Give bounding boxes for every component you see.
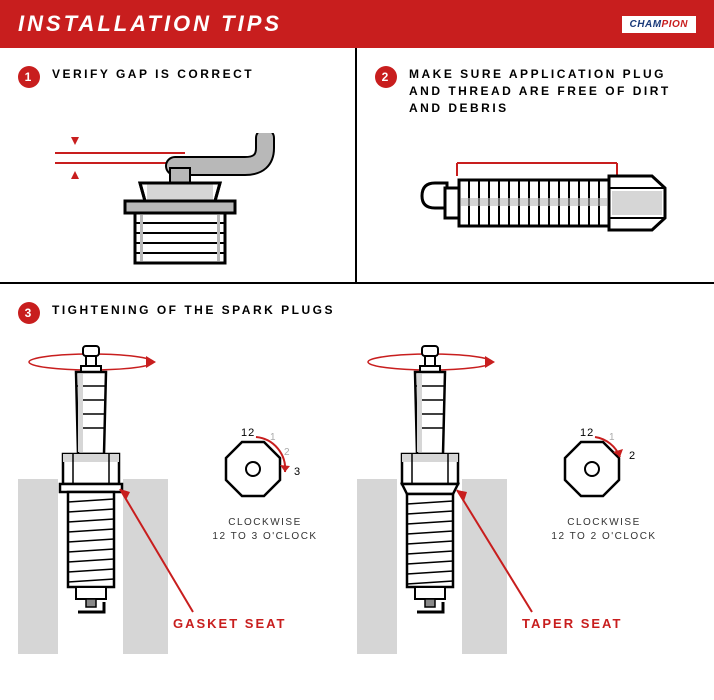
step-3-panel: 3 TIGHTENING OF THE SPARK PLUGS: [0, 284, 714, 698]
gasket-seat-column: 12 1 2 3 CLOCKWISE 12 TO 3 O'CLOCK GASKE…: [18, 344, 357, 674]
hour-1: 1: [270, 432, 276, 443]
taper-seat-label: TAPER SEAT: [522, 616, 622, 631]
champion-logo: CHAMPION: [622, 16, 696, 33]
step-2-title: MAKE SURE APPLICATION PLUG AND THREAD AR…: [409, 66, 696, 116]
hour-2: 2: [284, 447, 290, 458]
step-1-title: VERIFY GAP IS CORRECT: [52, 66, 254, 83]
page-title: INSTALLATION TIPS: [18, 11, 282, 37]
step-2-badge: 2: [375, 66, 397, 88]
clockwise-label: CLOCKWISE 12 TO 2 O'CLOCK: [549, 516, 659, 544]
gasket-seat-label: GASKET SEAT: [173, 616, 287, 631]
hour-12: 12: [241, 427, 255, 439]
hour-12: 12: [580, 427, 594, 439]
logo-text-1: CHAM: [630, 19, 662, 30]
taper-seat-column: 12 1 2 CLOCKWISE 12 TO 2 O'CLOCK TAPER S…: [357, 344, 696, 674]
step-3-badge: 3: [18, 302, 40, 324]
gap-diagram: [55, 133, 305, 273]
hour-3: 3: [294, 466, 301, 478]
step-1-panel: 1 VERIFY GAP IS CORRECT: [0, 48, 357, 282]
logo-text-2: PION: [662, 19, 688, 30]
hour-2: 2: [629, 450, 636, 462]
plug-row: 12 1 2 3 CLOCKWISE 12 TO 3 O'CLOCK GASKE…: [18, 344, 696, 674]
step-2-panel: 2 MAKE SURE APPLICATION PLUG AND THREAD …: [357, 48, 714, 282]
header-bar: INSTALLATION TIPS CHAMPION: [0, 0, 714, 48]
clockwise-label: CLOCKWISE 12 TO 3 O'CLOCK: [210, 516, 320, 544]
thread-diagram: [417, 158, 677, 258]
hour-1: 1: [609, 432, 615, 443]
top-row: 1 VERIFY GAP IS CORRECT: [0, 48, 714, 284]
step-1-badge: 1: [18, 66, 40, 88]
step-3-title: TIGHTENING OF THE SPARK PLUGS: [52, 302, 335, 319]
